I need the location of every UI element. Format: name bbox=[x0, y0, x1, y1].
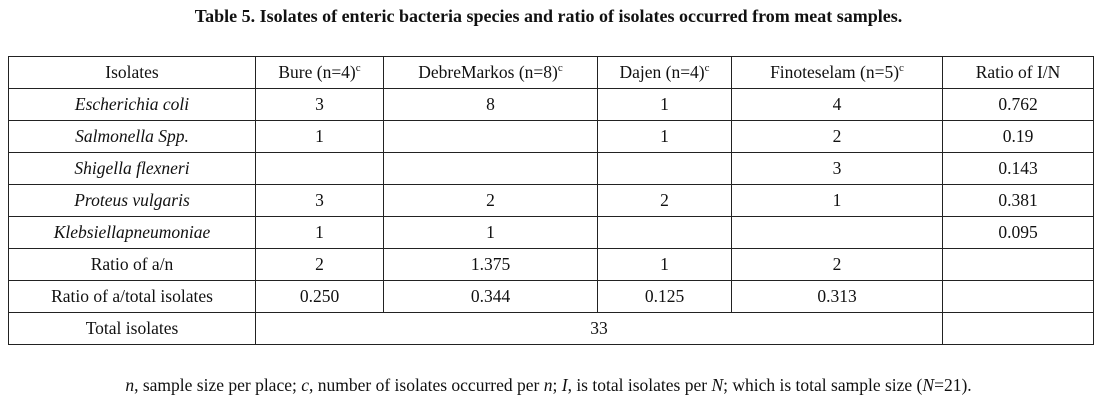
cell-debremarkos: 1.375 bbox=[383, 248, 598, 281]
cell-debremarkos: 1 bbox=[383, 216, 598, 249]
ratio-an-row: Ratio of a/n 2 1.375 1 2 bbox=[8, 248, 1094, 281]
cell-debremarkos: 8 bbox=[383, 88, 598, 121]
cell-dajen: 1 bbox=[597, 248, 732, 281]
cell-ratio: 0.381 bbox=[942, 184, 1094, 217]
header-isolates: Isolates bbox=[8, 56, 256, 89]
cell-dajen: 2 bbox=[597, 184, 732, 217]
species-name: Proteus vulgaris bbox=[8, 184, 256, 217]
cell-dajen: 1 bbox=[597, 120, 732, 153]
cell-dajen: 1 bbox=[597, 88, 732, 121]
cell-finoteselam: 2 bbox=[731, 248, 943, 281]
cell-bure bbox=[255, 152, 384, 185]
table-row: Proteus vulgaris 3 2 2 1 0.381 bbox=[8, 184, 1094, 217]
cell-finoteselam: 3 bbox=[731, 152, 943, 185]
cell-bure: 3 bbox=[255, 184, 384, 217]
cell-bure: 3 bbox=[255, 88, 384, 121]
cell-finoteselam bbox=[731, 216, 943, 249]
table-caption: Table 5. Isolates of enteric bacteria sp… bbox=[194, 6, 903, 26]
cell-debremarkos bbox=[383, 152, 598, 185]
cell-finoteselam: 1 bbox=[731, 184, 943, 217]
cell-ratio bbox=[942, 248, 1094, 281]
cell-dajen: 0.125 bbox=[597, 280, 732, 313]
cell-bure: 1 bbox=[255, 216, 384, 249]
cell-ratio: 0.095 bbox=[942, 216, 1094, 249]
cell-debremarkos bbox=[383, 120, 598, 153]
cell-ratio bbox=[942, 312, 1094, 345]
cell-finoteselam: 4 bbox=[731, 88, 943, 121]
total-value: 33 bbox=[255, 312, 943, 345]
cell-bure: 0.250 bbox=[255, 280, 384, 313]
table-row: Klebsiellapneumoniae 1 1 0.095 bbox=[8, 216, 1094, 249]
species-name: Shigella flexneri bbox=[8, 152, 256, 185]
table-row: Escherichia coli 3 8 1 4 0.762 bbox=[8, 88, 1094, 121]
cell-bure: 1 bbox=[255, 120, 384, 153]
table-row: Shigella flexneri 3 0.143 bbox=[8, 152, 1094, 185]
header-finoteselam: Finoteselam (n=5)c bbox=[731, 56, 943, 89]
cell-bure: 2 bbox=[255, 248, 384, 281]
species-name: Salmonella Spp. bbox=[8, 120, 256, 153]
header-bure: Bure (n=4)c bbox=[255, 56, 384, 89]
header-debremarkos: DebreMarkos (n=8)c bbox=[383, 56, 598, 89]
ratio-total-label: Ratio of a/total isolates bbox=[8, 280, 256, 313]
ratio-total-row: Ratio of a/total isolates 0.250 0.344 0.… bbox=[8, 280, 1094, 313]
cell-dajen bbox=[597, 216, 732, 249]
species-name: Escherichia coli bbox=[8, 88, 256, 121]
cell-ratio: 0.19 bbox=[942, 120, 1094, 153]
total-row: Total isolates 33 bbox=[8, 312, 1094, 345]
cell-debremarkos: 2 bbox=[383, 184, 598, 217]
total-label: Total isolates bbox=[8, 312, 256, 345]
isolates-table: Isolates Bure (n=4)c DebreMarkos (n=8)c … bbox=[8, 56, 1094, 345]
table-row: Salmonella Spp. 1 1 2 0.19 bbox=[8, 120, 1094, 153]
ratio-an-label: Ratio of a/n bbox=[8, 248, 256, 281]
species-name: Klebsiellapneumoniae bbox=[8, 216, 256, 249]
cell-ratio: 0.762 bbox=[942, 88, 1094, 121]
cell-ratio bbox=[942, 280, 1094, 313]
cell-finoteselam: 2 bbox=[731, 120, 943, 153]
header-dajen: Dajen (n=4)c bbox=[597, 56, 732, 89]
header-ratio-in: Ratio of I/N bbox=[942, 56, 1094, 89]
cell-finoteselam: 0.313 bbox=[731, 280, 943, 313]
cell-debremarkos: 0.344 bbox=[383, 280, 598, 313]
cell-ratio: 0.143 bbox=[942, 152, 1094, 185]
footnote: n, sample size per place; c, number of i… bbox=[125, 375, 972, 395]
header-row: Isolates Bure (n=4)c DebreMarkos (n=8)c … bbox=[8, 56, 1094, 89]
cell-dajen bbox=[597, 152, 732, 185]
